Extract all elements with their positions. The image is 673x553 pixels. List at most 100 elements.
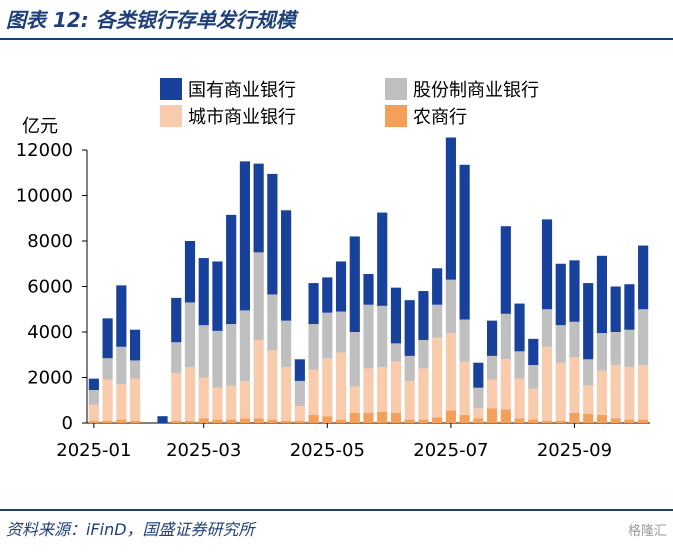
bar-segment [500, 409, 511, 423]
bar-segment [445, 137, 456, 280]
bar-segment [377, 212, 388, 306]
bar-segment [514, 351, 525, 379]
legend-swatch [385, 105, 407, 127]
bar-segment [487, 320, 498, 356]
bar-segment [349, 236, 360, 332]
bar-segment [184, 302, 196, 368]
bar-segment [569, 357, 580, 413]
bar-segment [596, 415, 608, 423]
bar-segment [638, 245, 649, 310]
bar-segment [253, 339, 264, 419]
bar-segment [610, 364, 621, 419]
bar-segment [198, 418, 209, 423]
bar-segment [487, 408, 498, 423]
bar-segment [267, 173, 278, 295]
bar-segment [226, 385, 237, 420]
bar-segment [129, 329, 141, 361]
bar-segment [583, 283, 594, 360]
bar-segment [528, 364, 539, 389]
bar-segment [335, 352, 347, 420]
bar-segment [473, 418, 484, 423]
bar-segment [377, 305, 388, 368]
y-tick-label: 6000 [27, 277, 73, 298]
bar-segment [184, 241, 196, 303]
bar-segment [583, 413, 594, 423]
y-tick-label: 8000 [27, 231, 73, 252]
bar-segment [555, 420, 566, 423]
bar-segment [363, 368, 374, 413]
bar-segment [404, 300, 415, 356]
bar-segment [294, 405, 305, 421]
bar-segment [267, 294, 278, 351]
bar-segment [308, 283, 319, 325]
bar-segment [294, 420, 305, 423]
bar-segment [500, 359, 511, 410]
bar-segment [363, 304, 374, 369]
bar-segment [569, 412, 580, 423]
bar-segment [418, 368, 429, 420]
bar-segment [294, 380, 305, 406]
bar-segment [116, 285, 127, 347]
bar-segment [212, 419, 223, 423]
bar-segment [102, 358, 113, 380]
bar-segment [624, 329, 635, 368]
watermark: 格隆汇 [627, 524, 667, 539]
bar-segment [514, 378, 525, 419]
bar-segment [638, 364, 649, 420]
bar-segment [129, 420, 141, 423]
bar-segment [363, 273, 374, 305]
bar-segment [610, 418, 621, 423]
bar-segment [226, 419, 237, 423]
bar-segment [171, 342, 182, 373]
bar-segment [487, 355, 498, 380]
bar-segment [445, 279, 456, 334]
bar-segment [88, 390, 99, 405]
x-tick-label: 2025-01 [56, 440, 131, 461]
bar-segment [418, 291, 429, 340]
bar-segment [335, 261, 347, 312]
bar-segment [596, 370, 608, 416]
bar-segment [116, 346, 127, 385]
issuance-stacked-bar-chart: 亿元 0 2000 4000 6000 8000 10000 12000 2025-01 2025… [16, 78, 650, 461]
bar-segment [212, 261, 223, 331]
bar-segment [418, 339, 429, 369]
bar-segment [212, 387, 223, 420]
bar-segment [624, 367, 635, 420]
y-tick-label: 0 [62, 413, 73, 434]
bar-segment [171, 297, 182, 343]
y-tick-label: 10000 [16, 186, 73, 207]
bar-segment [198, 258, 209, 326]
bar-segment [102, 379, 113, 421]
figure-title: 图表 12: 各类银行存单发行规模 [6, 8, 296, 32]
legend-label: 股份制商业银行 [413, 80, 539, 101]
bar-segment [596, 255, 608, 334]
bar-segment [514, 418, 525, 423]
bar-segment [349, 332, 360, 387]
bar-segment [102, 318, 113, 359]
legend-label: 国有商业银行 [188, 80, 296, 101]
bar-segment [541, 219, 553, 310]
bar-segment [212, 330, 223, 388]
bar-segment [253, 163, 264, 253]
bar-segment [459, 319, 470, 362]
bar-segment [459, 415, 470, 423]
bar-segment [335, 419, 347, 423]
bar-segment [445, 333, 456, 411]
bar-segment [239, 161, 250, 311]
bar-segment [541, 309, 553, 347]
source-rule [0, 509, 673, 511]
bar-segment [555, 362, 566, 421]
bar-segment [459, 164, 470, 320]
bar-segment [583, 359, 594, 386]
bar-segment [116, 419, 127, 423]
bar-segment [253, 252, 264, 340]
title-rule [0, 38, 673, 40]
bar-segment [541, 346, 553, 421]
bar-segment [267, 419, 278, 423]
source-note: 资料来源：iFinD，国盛证券研究所 [6, 520, 255, 539]
y-tick-label: 4000 [27, 322, 73, 343]
bar-segment [473, 362, 484, 388]
bar-segment [88, 404, 99, 421]
legend-swatch [160, 105, 182, 127]
legend-label: 城市商业银行 [188, 107, 296, 128]
